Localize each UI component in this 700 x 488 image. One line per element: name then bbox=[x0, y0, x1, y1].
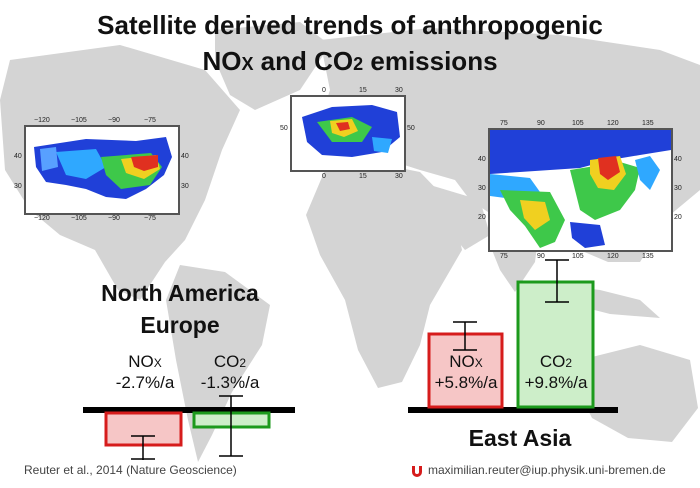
asia-bottom-tick: 120 bbox=[607, 253, 619, 260]
west-co2-label: CO2 -1.3%/a bbox=[195, 352, 265, 392]
europe-right-tick: 50 bbox=[407, 125, 415, 132]
east-baseline bbox=[408, 407, 618, 413]
title-line-2: NOX and CO2 emissions bbox=[202, 46, 498, 76]
europe-top-tick: 15 bbox=[359, 87, 367, 94]
east-nox-label: NOX +5.8%/a bbox=[430, 352, 502, 392]
greenland-shape bbox=[215, 22, 330, 110]
usa-top-tick: −75 bbox=[144, 117, 156, 124]
asia-bottom-tick: 105 bbox=[572, 253, 584, 260]
west-co2-trend: -1.3%/a bbox=[200, 373, 260, 392]
west-nox-label: NOX -2.7%/a bbox=[110, 352, 180, 392]
citation: Reuter et al., 2014 (Nature Geoscience) bbox=[24, 463, 237, 477]
asia-right-tick: 30 bbox=[674, 185, 682, 192]
contact-email[interactable]: maximilian.reuter@iup.physik.uni-bremen.… bbox=[428, 463, 666, 477]
europe-top-tick: 0 bbox=[322, 87, 326, 94]
asia-right-tick: 20 bbox=[674, 214, 682, 221]
trend-bars bbox=[83, 259, 618, 460]
title-co2: CO2 bbox=[314, 46, 364, 76]
europe-emission-map: 0 15 30 0 15 30 50 50 bbox=[280, 87, 415, 180]
asia-top-tick: 135 bbox=[642, 120, 654, 127]
asia-top-tick: 120 bbox=[607, 120, 619, 127]
arabia-shape bbox=[430, 185, 490, 250]
east-nox-error-bar bbox=[453, 321, 477, 351]
africa-shape bbox=[306, 162, 462, 388]
europe-bottom-tick: 0 bbox=[322, 173, 326, 180]
east-co2-trend: +9.8%/a bbox=[524, 373, 588, 392]
region-europe: Europe bbox=[140, 312, 220, 338]
usa-left-tick: 30 bbox=[14, 183, 22, 190]
usa-bottom-tick: −75 bbox=[144, 215, 156, 222]
asia-bottom-tick: 75 bbox=[500, 253, 508, 260]
asia-left-tick: 40 bbox=[478, 156, 486, 163]
north-america-emission-map: −120 −105 −90 −75 −120 −105 −90 −75 40 3… bbox=[14, 117, 189, 222]
usa-bottom-tick: −90 bbox=[108, 215, 120, 222]
asia-right-tick: 40 bbox=[674, 156, 682, 163]
north-america-heatmap bbox=[26, 127, 178, 213]
usa-left-tick: 40 bbox=[14, 153, 22, 160]
europe-left-tick: 50 bbox=[280, 125, 288, 132]
asia-bottom-tick: 90 bbox=[537, 253, 545, 260]
east-co2-bar bbox=[516, 280, 595, 409]
west-nox-error-bar bbox=[131, 435, 155, 460]
usa-right-tick: 30 bbox=[181, 183, 189, 190]
title-nox: NOX bbox=[202, 46, 254, 76]
australia-shape bbox=[578, 345, 698, 442]
east-co2-label: CO2 +9.8%/a bbox=[519, 352, 593, 392]
asia-top-tick: 90 bbox=[537, 120, 545, 127]
east-asia-heatmap bbox=[490, 130, 671, 250]
europe-heatmap bbox=[292, 97, 404, 170]
europe-top-tick: 30 bbox=[395, 87, 403, 94]
title-line-1: Satellite derived trends of anthropogeni… bbox=[97, 10, 603, 40]
east-nox-trend: +5.8%/a bbox=[434, 373, 498, 392]
europe-bottom-tick: 15 bbox=[359, 173, 367, 180]
usa-top-tick: −120 bbox=[34, 117, 50, 124]
usa-bottom-tick: −120 bbox=[34, 215, 50, 222]
west-nox-trend: -2.7%/a bbox=[115, 373, 175, 392]
university-logo-icon bbox=[412, 466, 422, 477]
region-north-america: North America bbox=[101, 280, 259, 306]
usa-bottom-tick: −105 bbox=[71, 215, 87, 222]
usa-top-tick: −105 bbox=[71, 117, 87, 124]
asia-top-tick: 105 bbox=[572, 120, 584, 127]
west-baseline bbox=[83, 407, 295, 413]
east-asia-emission-map: 75 90 105 120 135 75 90 105 120 135 40 3… bbox=[478, 120, 682, 260]
asia-top-tick: 75 bbox=[500, 120, 508, 127]
asia-left-tick: 30 bbox=[478, 185, 486, 192]
region-east-asia: East Asia bbox=[468, 425, 572, 451]
asia-left-tick: 20 bbox=[478, 214, 486, 221]
usa-top-tick: −90 bbox=[108, 117, 120, 124]
europe-bottom-tick: 30 bbox=[395, 173, 403, 180]
usa-right-tick: 40 bbox=[181, 153, 189, 160]
west-co2-error-bar bbox=[219, 395, 243, 457]
asia-bottom-tick: 135 bbox=[642, 253, 654, 260]
east-co2-error-bar bbox=[545, 259, 569, 303]
